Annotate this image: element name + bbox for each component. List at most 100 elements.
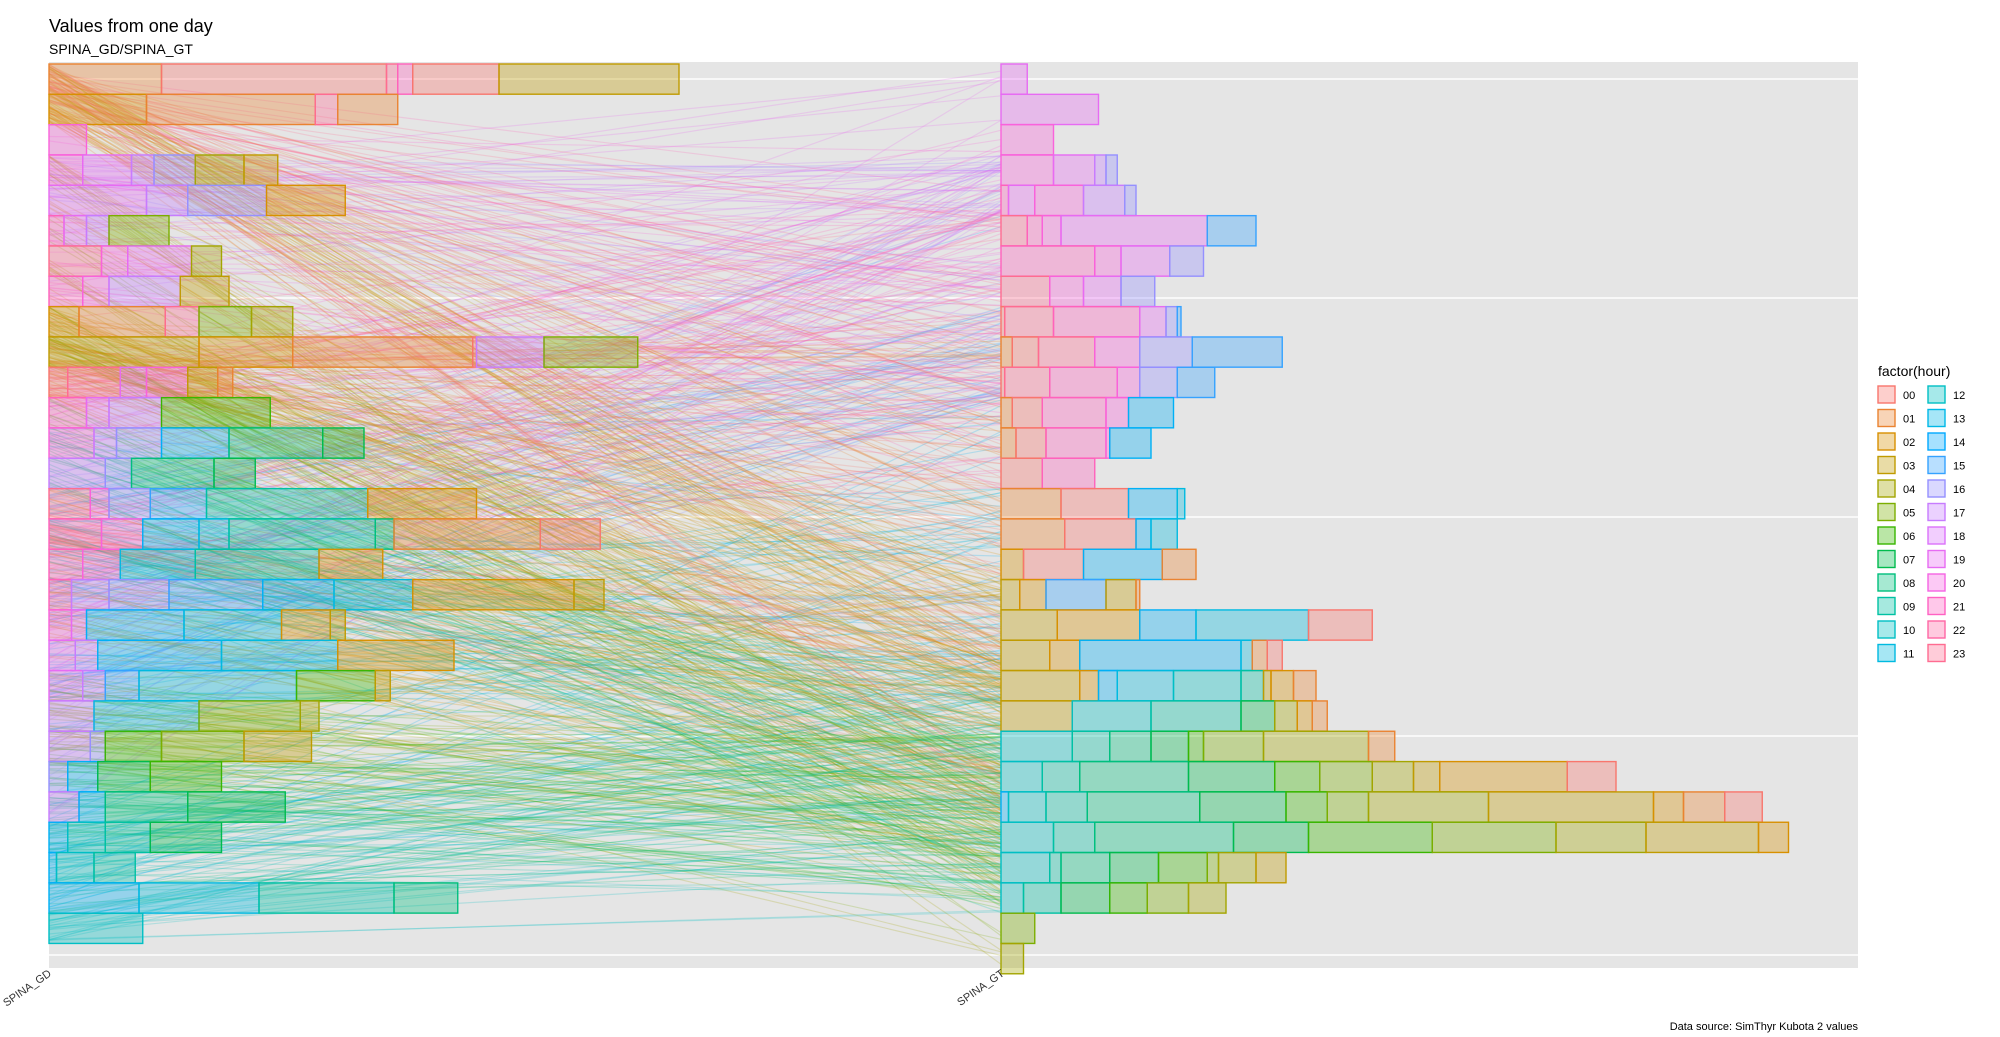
connection-line xyxy=(48,283,1002,387)
connection-line xyxy=(48,345,1002,548)
connection-line xyxy=(48,577,1002,855)
right-bar-segment xyxy=(1232,821,1310,854)
connection-line xyxy=(48,187,1002,207)
connection-line xyxy=(48,459,1002,725)
connection-line xyxy=(48,215,1002,382)
connection-line xyxy=(48,328,1002,621)
connection-line xyxy=(48,315,1002,408)
right-bar-segment xyxy=(1056,609,1141,641)
connection-line xyxy=(48,314,1002,687)
right-bar-segment xyxy=(1079,669,1100,702)
connection-line xyxy=(48,155,1002,818)
connection-line xyxy=(48,98,1002,395)
left-bar-segment xyxy=(48,912,144,945)
connection-line xyxy=(48,656,1002,908)
left-bar-segment xyxy=(142,518,200,550)
left-bar-segment xyxy=(104,457,133,490)
left-bar-segment xyxy=(127,245,193,277)
connection-line xyxy=(48,95,1002,192)
connection-line xyxy=(48,208,1002,554)
right-bar-segment xyxy=(1165,305,1178,338)
connection-line xyxy=(48,733,1002,766)
connection-line xyxy=(48,826,1002,921)
connection-line xyxy=(48,315,1002,903)
connection-line xyxy=(48,580,1002,752)
connection-line xyxy=(48,422,1002,427)
right-bar-segment xyxy=(1195,609,1310,641)
connection-line xyxy=(48,697,1002,838)
connection-line xyxy=(48,309,1002,591)
legend-key xyxy=(1927,643,1946,663)
connection-line xyxy=(48,358,1002,473)
connection-line xyxy=(48,414,1002,766)
right-bar-segment xyxy=(1176,487,1186,520)
right-bar-segment xyxy=(1041,457,1096,490)
connection-line xyxy=(48,588,1002,691)
connection-line xyxy=(48,736,1002,743)
connection-line xyxy=(48,282,1002,514)
connection-line xyxy=(48,697,1002,882)
left-bar-segment xyxy=(160,730,245,763)
connection-line xyxy=(48,321,1002,418)
connection-line xyxy=(48,484,1002,848)
connection-line xyxy=(48,325,1002,666)
connection-line xyxy=(48,698,1002,749)
connection-line xyxy=(48,338,1002,608)
connection-line xyxy=(48,342,1002,585)
connection-line xyxy=(48,227,1002,764)
legend-label: 21 xyxy=(1953,602,1965,614)
connection-line xyxy=(48,607,1002,811)
left-bar-segment xyxy=(63,214,88,247)
right-bar-segment xyxy=(1000,336,1013,368)
connection-line xyxy=(48,534,1002,776)
connection-line xyxy=(48,528,1002,598)
connection-line xyxy=(48,772,1002,827)
connection-line xyxy=(48,221,1002,227)
connection-line xyxy=(48,534,1002,834)
connection-line xyxy=(48,432,1002,664)
legend-label: 06 xyxy=(1903,531,1915,543)
left-bar-segment xyxy=(318,548,384,581)
connection-line xyxy=(48,433,1002,845)
connection-line xyxy=(48,387,1002,421)
left-bar-segment xyxy=(160,427,230,459)
connection-line xyxy=(48,835,1002,916)
connection-line xyxy=(48,693,1002,867)
connection-line xyxy=(48,517,1002,803)
connection-line xyxy=(48,170,1002,422)
connection-line xyxy=(48,145,1002,545)
connection-line xyxy=(48,422,1002,522)
connection-line xyxy=(48,632,1002,901)
connection-line xyxy=(48,373,1002,484)
connection-line xyxy=(48,347,1002,491)
connection-line xyxy=(48,155,1002,787)
connection-line xyxy=(48,77,1002,714)
connection-line xyxy=(48,394,1002,840)
connection-line xyxy=(48,732,1002,785)
right-bar-segment xyxy=(1082,275,1122,308)
connection-line xyxy=(48,85,1002,799)
connection-line xyxy=(48,852,1002,878)
connection-line xyxy=(48,388,1002,733)
connection-line xyxy=(48,542,1002,650)
connection-line xyxy=(48,94,1002,502)
left-bar-segment xyxy=(48,487,91,520)
right-bar-segment xyxy=(1000,609,1058,641)
right-bar-segment xyxy=(1566,760,1617,793)
connection-line xyxy=(48,101,1002,298)
connection-line xyxy=(48,161,1002,405)
connection-line xyxy=(48,359,1002,623)
connection-line xyxy=(48,85,1002,445)
connection-line xyxy=(48,860,1002,901)
connection-line xyxy=(48,94,1002,229)
connection-line xyxy=(48,263,1002,288)
connection-line xyxy=(48,758,1002,861)
left-bar-segment xyxy=(48,305,80,338)
connection-line xyxy=(48,63,1002,656)
connection-line xyxy=(48,362,1002,784)
connection-line xyxy=(48,331,1002,657)
right-bar-segment xyxy=(1079,639,1242,672)
connection-line xyxy=(48,724,1002,732)
right-bar-segment xyxy=(1082,548,1163,581)
connection-line xyxy=(48,552,1002,774)
